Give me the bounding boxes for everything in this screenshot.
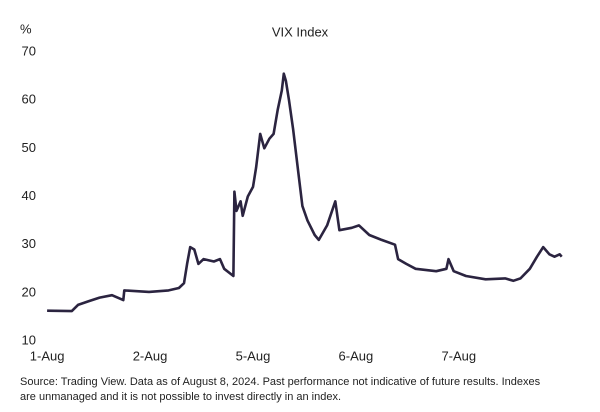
x-tick-label: 2-Aug [133, 348, 168, 363]
y-tick-label: 50 [22, 140, 36, 155]
x-tick-label: 6-Aug [339, 348, 374, 363]
source-note: Source: Trading View. Data as of August … [20, 376, 541, 388]
y-tick-label: 30 [22, 236, 36, 251]
source-note: are unmanaged and it is not possible to … [20, 391, 341, 403]
y-tick-label: 60 [22, 92, 36, 107]
y-tick-label: 10 [22, 332, 36, 347]
y-tick-label: 20 [22, 284, 36, 299]
y-tick-label: 40 [22, 188, 36, 203]
line [47, 72, 563, 313]
chart-title: VIX Index [272, 24, 329, 39]
y-tick-label: 70 [22, 43, 36, 58]
x-tick-label: 5-Aug [236, 348, 271, 363]
x-tick-label: 1-Aug [30, 348, 65, 363]
x-tick-label: 7-Aug [441, 348, 476, 363]
y-unit: % [20, 21, 32, 36]
